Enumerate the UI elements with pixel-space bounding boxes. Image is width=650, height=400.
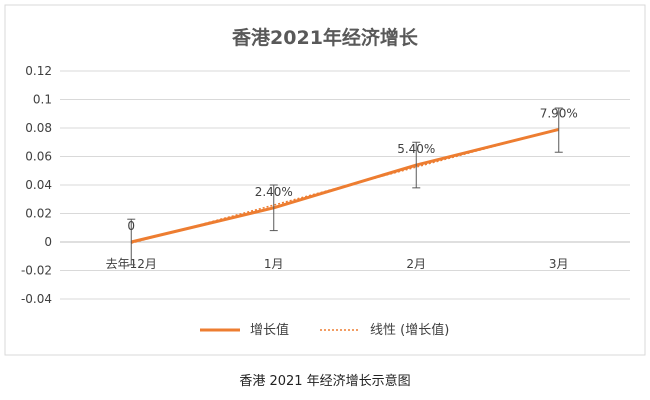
series-layer	[130, 127, 560, 244]
x-axis-category-labels: 去年12月 1月 2月 3月	[106, 257, 569, 271]
y-axis-tick-labels: 0.12 0.1 0.08 0.06 0.04 0.02 0 -0.02 -0.04	[21, 64, 52, 306]
y-tick-label: 0.1	[33, 93, 52, 107]
legend-label-trendline: 线性 (增长值)	[370, 322, 449, 338]
x-category-label: 2月	[406, 257, 426, 271]
data-labels: 0 2.40% 5.40% 7.90%	[127, 106, 577, 233]
y-tick-label: -0.04	[21, 292, 52, 306]
data-label: 5.40%	[397, 142, 435, 156]
legend: 增长值 线性 (增长值)	[200, 322, 449, 338]
x-category-label: 3月	[549, 257, 569, 271]
y-tick-label: 0.06	[25, 150, 52, 164]
data-label: 2.40%	[255, 185, 293, 199]
chart-border	[4, 4, 646, 356]
x-category-label: 1月	[264, 257, 284, 271]
y-tick-label: -0.02	[21, 264, 52, 278]
y-tick-label: 0	[44, 235, 52, 249]
chart-title: 香港2021年经济增长	[231, 26, 419, 49]
y-tick-label: 0.08	[25, 121, 52, 135]
figure-caption: 香港 2021 年经济增长示意图	[239, 373, 410, 389]
series-line	[130, 127, 560, 244]
error-bars	[127, 107, 563, 266]
y-tick-label: 0.02	[25, 207, 52, 221]
y-tick-label: 0.04	[25, 178, 52, 192]
legend-label-series: 增长值	[250, 322, 289, 338]
data-label: 0	[127, 219, 135, 233]
data-label: 7.90%	[540, 106, 578, 120]
y-tick-label: 0.12	[25, 64, 52, 78]
